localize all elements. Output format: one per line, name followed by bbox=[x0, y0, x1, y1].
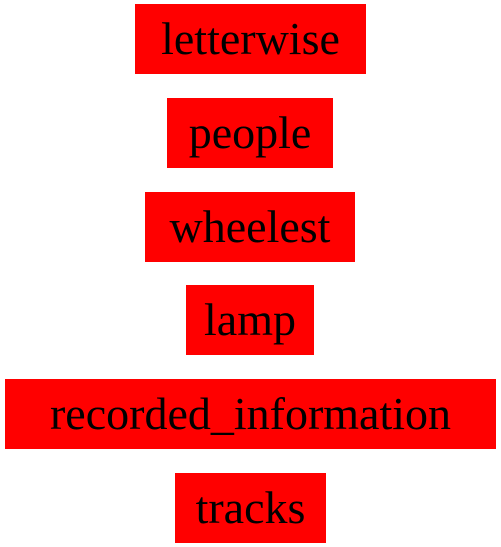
word-label-people: people bbox=[167, 98, 333, 168]
word-label-letterwise: letterwise bbox=[135, 4, 366, 74]
word-label-tracks: tracks bbox=[175, 473, 326, 543]
word-label-recorded-information: recorded_information bbox=[5, 379, 496, 449]
word-label-lamp: lamp bbox=[186, 285, 314, 355]
word-label-wheelest: wheelest bbox=[145, 192, 355, 262]
